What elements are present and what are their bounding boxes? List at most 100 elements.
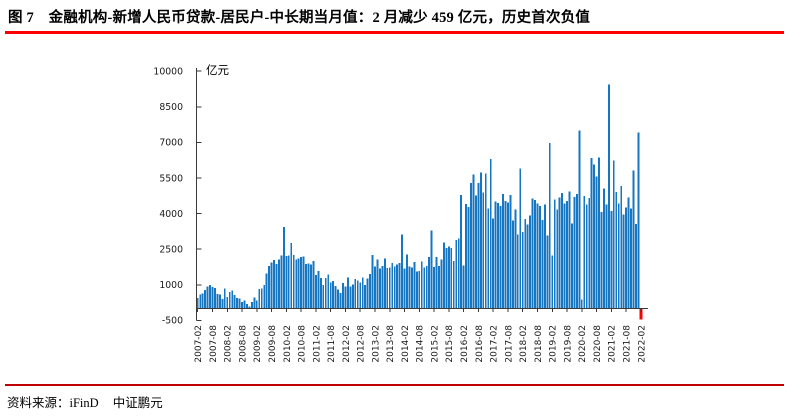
source-agency: 中证鹏元 <box>112 396 163 410</box>
x-tick-label: 2007-02 <box>194 325 204 363</box>
x-tick-label: 2015-08 <box>445 325 455 363</box>
unit-label: 亿元 <box>206 63 229 77</box>
bar <box>413 261 416 309</box>
bar <box>356 280 359 309</box>
bar <box>383 258 386 309</box>
bar <box>278 259 280 309</box>
bar <box>556 209 559 309</box>
bar <box>585 204 588 309</box>
bar <box>603 188 605 309</box>
x-tick-label: 2018-02 <box>519 325 529 363</box>
x-tick-label: 2019-08 <box>563 325 573 363</box>
bar <box>539 206 541 309</box>
bar <box>425 266 428 309</box>
x-tick-label: 2015-02 <box>430 325 440 363</box>
bar <box>253 297 256 309</box>
bar <box>558 197 561 309</box>
bar <box>580 299 583 309</box>
bar <box>305 264 307 309</box>
bar <box>337 289 339 309</box>
bar <box>457 238 460 309</box>
bar <box>526 224 529 309</box>
bar <box>312 260 315 309</box>
bar <box>625 207 628 309</box>
y-tick-label: 1000 <box>159 280 183 291</box>
bar <box>475 195 477 309</box>
bar <box>349 286 352 309</box>
bar <box>233 295 236 309</box>
bar <box>627 197 630 309</box>
negative-bar <box>639 308 643 320</box>
bar <box>223 288 226 309</box>
bar <box>573 197 576 309</box>
bar <box>472 174 475 309</box>
bar <box>494 201 497 309</box>
bar <box>342 283 344 309</box>
bar <box>324 277 327 309</box>
bar <box>516 234 519 309</box>
bar <box>398 262 401 309</box>
x-tick-label: 2022-02 <box>637 325 647 363</box>
y-tick-label: 10000 <box>153 67 183 78</box>
bar <box>376 259 379 309</box>
bar <box>339 293 342 309</box>
x-tick-label: 2009-08 <box>268 325 278 363</box>
title-divider-rule <box>5 31 784 34</box>
bar <box>551 255 554 309</box>
bar <box>248 306 251 309</box>
bar <box>492 218 495 309</box>
bar <box>447 246 450 309</box>
bar <box>246 304 248 309</box>
bar <box>600 212 603 309</box>
bar <box>204 289 207 309</box>
bar <box>612 160 615 309</box>
bar <box>393 266 396 309</box>
bar <box>499 205 502 309</box>
bar <box>521 232 524 309</box>
bar <box>477 182 480 309</box>
bar <box>553 199 556 309</box>
y-tick-label: 2500 <box>159 244 183 255</box>
bar <box>482 192 485 309</box>
bar <box>199 294 202 309</box>
x-tick-label: 2021-02 <box>608 325 618 363</box>
bar <box>524 219 527 309</box>
bar <box>502 193 504 309</box>
x-tick-label: 2017-08 <box>504 325 514 363</box>
bar <box>214 287 216 309</box>
bar <box>605 204 608 309</box>
bar <box>617 203 620 309</box>
bar <box>371 255 374 309</box>
bar <box>578 130 581 309</box>
bar <box>519 168 522 309</box>
bar <box>386 267 389 309</box>
bar <box>403 268 406 309</box>
x-tick-labels: 2007-02 2007-08 2008-02 2008-08 2009-02 2009-… <box>194 325 647 363</box>
x-tick-label: 2013-08 <box>386 325 396 363</box>
y-tick-label: 7000 <box>159 138 183 149</box>
bar <box>221 299 224 309</box>
x-tick-label: 2012-08 <box>357 325 367 363</box>
bar <box>511 220 514 309</box>
x-tick-label: 2013-02 <box>371 325 381 363</box>
x-tick-label: 2011-08 <box>327 325 337 363</box>
source-note: 资料来源：iFinD 中证鹏元 <box>7 392 163 411</box>
bar <box>479 172 482 309</box>
bar <box>290 243 293 309</box>
bar <box>273 260 275 309</box>
bar <box>418 271 421 309</box>
y-tick-label: -500 <box>162 316 183 327</box>
bar <box>531 198 534 309</box>
bar <box>361 277 364 309</box>
bar <box>443 242 445 309</box>
bar <box>351 284 354 309</box>
bar <box>319 278 322 309</box>
x-tick-label: 2009-02 <box>253 325 263 363</box>
bar <box>369 274 371 309</box>
bar <box>231 290 234 309</box>
bar <box>509 194 512 309</box>
bar <box>408 266 411 309</box>
bar <box>307 263 310 309</box>
bar <box>543 204 546 309</box>
